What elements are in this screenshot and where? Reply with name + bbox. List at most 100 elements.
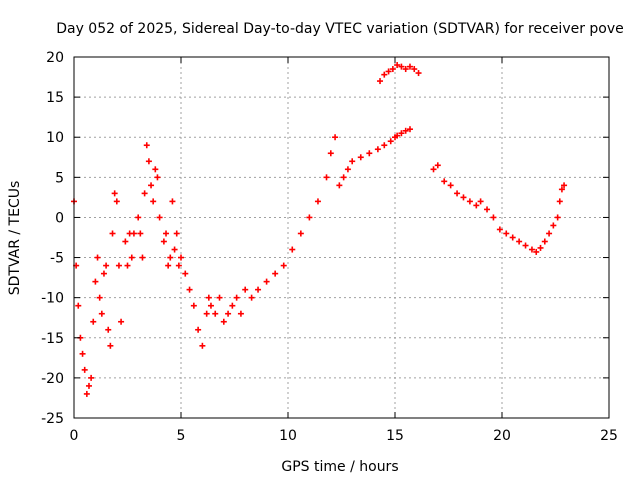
data-point [434,162,441,169]
data-point [175,262,182,269]
data-point [150,198,157,205]
data-point [289,246,296,253]
data-point [75,302,82,309]
y-tick-label: -5 [50,251,64,267]
data-point [171,246,178,253]
y-axis-label: SDTVAR / TECUs [7,181,23,296]
data-point [415,70,422,77]
data-point [145,158,152,165]
data-point [366,150,373,157]
data-point [212,310,219,317]
data-point [381,142,388,149]
data-point [90,318,97,325]
data-point [186,286,193,293]
y-tick-label: 20 [46,50,64,66]
data-point [441,178,448,185]
data-points [71,62,568,397]
data-point [327,150,334,157]
data-point [143,142,150,149]
grid-lines [74,57,609,418]
data-point [387,138,394,145]
data-point [537,244,544,251]
data-point [496,226,503,233]
data-point [79,350,86,357]
x-tick-label: 15 [386,428,404,444]
data-point [381,71,388,78]
data-point [516,238,523,245]
y-tick-label: -10 [41,291,64,307]
x-tick-label: 10 [279,428,297,444]
data-point [394,132,401,139]
data-point [105,326,112,333]
data-point [141,190,148,197]
chart-title: Day 052 of 2025, Sidereal Day-to-day VTE… [56,21,624,37]
data-point [118,318,125,325]
x-tick-label: 20 [493,428,511,444]
data-point [336,182,343,189]
data-point [115,262,122,269]
data-point [490,214,497,221]
data-point [503,230,510,237]
data-point [255,286,262,293]
data-point [561,182,568,189]
data-point [195,326,202,333]
data-point [297,230,304,237]
data-point [389,66,396,73]
data-point [199,342,206,349]
data-point [207,302,214,309]
data-point [314,198,321,205]
data-point [220,318,227,325]
data-point [160,238,167,245]
data-point [541,238,548,245]
data-point [406,63,413,70]
x-tick-label: 0 [70,428,79,444]
data-point [107,342,114,349]
data-point [148,182,155,189]
data-point [447,182,454,189]
data-point [113,198,120,205]
data-point [473,202,480,209]
data-point [233,294,240,301]
data-point [237,310,244,317]
data-point [546,230,553,237]
data-point [109,230,116,237]
data-point [556,198,563,205]
data-point [460,194,467,201]
data-point [100,270,107,277]
y-tick-label: 10 [46,130,64,146]
data-point [137,230,144,237]
data-point [81,366,88,373]
data-point [92,278,99,285]
data-point [323,174,330,181]
data-point [377,78,384,85]
data-point [178,254,184,261]
data-point [332,134,339,141]
data-point [394,62,401,69]
x-tick-label: 5 [177,428,186,444]
data-point [216,294,223,301]
data-point [374,146,381,153]
data-point [385,68,392,75]
data-point [344,166,351,173]
data-point [349,158,356,165]
data-point [509,234,516,241]
data-point [96,294,103,301]
data-point [165,262,172,269]
data-point [111,190,118,197]
data-point [167,254,174,261]
data-point [402,66,409,73]
data-point [163,230,170,237]
data-point [229,302,236,309]
data-point [477,198,484,205]
data-point [205,294,212,301]
x-tick-label: 25 [600,428,618,444]
data-point [182,270,189,277]
data-point [85,382,92,389]
x-axis-label: GPS time / hours [281,459,398,475]
data-point [98,310,105,317]
data-point [139,254,146,261]
data-point [554,214,561,221]
data-point [402,127,409,134]
data-point [558,186,565,193]
